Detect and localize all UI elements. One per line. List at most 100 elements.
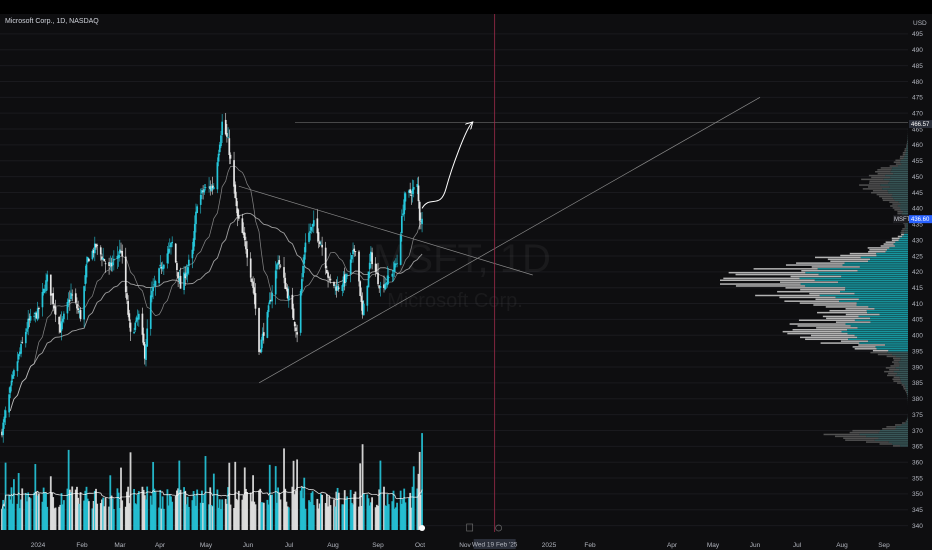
volume-profile-row-bid [893,197,908,200]
volume-profile-row-ask [799,302,857,304]
volume-profile-row-bid [892,353,908,356]
volume-profile-row-ask [895,163,902,165]
volume-bar [367,498,370,530]
volume-profile-row-bid [887,190,908,192]
candle-body [320,244,322,246]
candle-body [217,153,220,162]
volume-profile-row-bid [805,271,908,274]
candle-body [68,300,71,302]
volume-profile-row-bid [840,290,908,293]
volume-profile-row-ask [886,374,896,377]
projection-arrow [421,123,472,209]
price-tick-label: 405 [912,317,923,324]
volume-profile-row-bid [902,235,908,238]
volume-bar [92,501,95,530]
candle-body [366,285,369,306]
volume-bar [336,487,339,530]
volume-profile-row-ask [891,239,899,242]
volume-bar [78,503,81,530]
candle-body [96,245,99,246]
time-tick-label: Jul [285,542,294,549]
candle-body [227,137,229,139]
time-axis[interactable]: 2024FebMarAprMayJunJulAugSepOctNovDec202… [0,523,932,550]
volume-profile-row-bid [854,334,908,337]
volume-profile-row-bid [905,153,908,156]
volume-profile-row-ask [862,188,883,190]
volume-bar [246,492,249,530]
volume-profile-row-bid [899,237,908,240]
volume-bar [216,489,219,530]
volume-profile-row-ask [892,207,900,209]
candle-body [209,186,212,190]
volume-profile-row-bid [839,300,908,302]
candle-body [66,301,69,314]
volume-bar [37,493,40,530]
volume-profile-row-ask [884,370,894,373]
candle-body [234,184,237,199]
volume-profile-row-bid [882,188,908,190]
volume-bar [324,502,327,530]
volume-profile-row-bid [901,424,908,426]
candle-body [17,354,20,360]
candle-body [42,288,45,294]
candle-body [201,190,203,194]
candle-body [309,231,312,233]
volume-profile-row-ask [904,148,907,150]
volume-profile-row-bid [814,279,908,282]
volume-bar [70,492,72,530]
candle-body [235,198,238,207]
volume-bar [1,509,3,530]
candle-body [41,291,44,308]
volume-profile-row-bid [878,437,908,440]
candle-body [383,284,385,289]
drawings[interactable] [238,14,908,532]
volume-profile-row-bid [868,340,908,342]
volume-bar [329,505,332,530]
candle-body [386,275,389,286]
volume-bar [409,492,412,530]
volume-bar [318,503,321,530]
candle-body [421,218,423,225]
volume-profile-row-ask [785,287,846,289]
watermark: MSFT, 1D Microsoft Corp. [373,237,551,312]
volume-profile-row-ask [894,209,901,211]
candle-body [11,375,14,379]
volume-profile-row-ask [902,386,906,388]
volume-profile-row-ask [829,309,867,312]
volume-bar [387,504,390,530]
volume-bar [296,459,299,530]
price-tick-label: 480 [912,79,923,86]
candle-body [162,264,165,269]
volume-profile-row-bid [903,233,908,236]
price-tick-label: 470 [912,110,923,117]
volume-bar [221,499,224,530]
candle-body [43,290,46,292]
candle-body [378,285,381,289]
candle-body [302,265,304,278]
candle-body [341,285,344,291]
volume-profile-row-bid [817,268,908,270]
candle-body [24,331,27,344]
volume-bar [252,475,254,530]
price-axis[interactable]: USD 340 345 350 355 360 365 370 375 380 385 390 395 4… [893,14,932,550]
volume-profile-row-bid [888,441,908,443]
candle-body [174,243,177,263]
candle-body [334,284,337,286]
volume-bar [354,491,357,530]
candle-body [299,290,302,333]
volume-profile-row-ask [872,349,889,352]
volume-bar [146,486,149,530]
volume-bar [160,508,163,530]
volume-bar [228,462,231,530]
volume-bar [268,464,271,530]
candle-body [267,305,270,313]
volume-bar [26,501,28,530]
volume-profile-row-bid [898,361,908,363]
volume-bar [187,506,190,530]
candle-body [193,223,196,240]
candle-body [86,257,89,263]
moving-averages [9,165,423,412]
volume-bar [2,499,5,530]
